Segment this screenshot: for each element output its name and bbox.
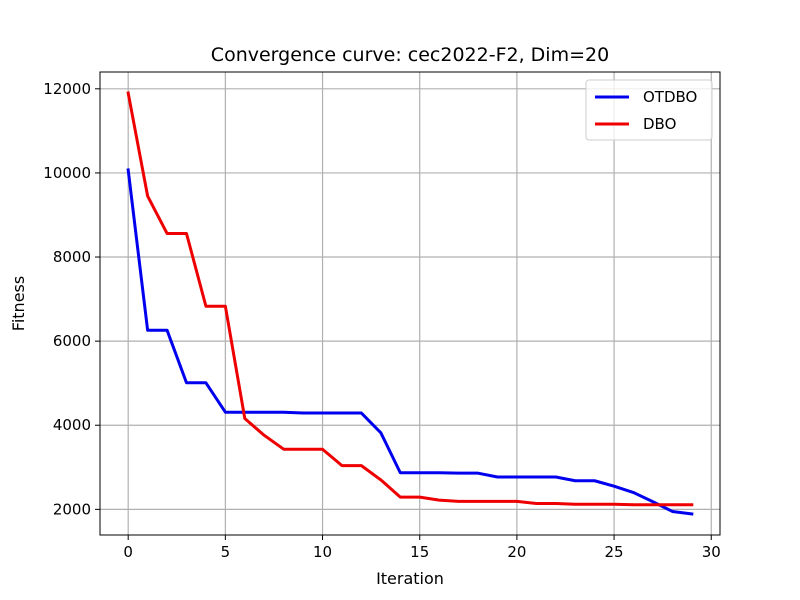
x-tick-label: 25 [605, 543, 624, 561]
plot-frame [99, 71, 721, 536]
y-tick-label: 2000 [53, 500, 91, 518]
series-line-dbo [126, 91, 694, 507]
y-tick-label: 8000 [53, 248, 91, 266]
y-axis-label: Fitness [9, 276, 28, 331]
x-tick-label: 15 [410, 543, 429, 561]
x-tick-label: 0 [123, 543, 133, 561]
x-tick-label: 10 [313, 543, 332, 561]
x-tick-label: 5 [221, 543, 231, 561]
legend-label-dbo: DBO [643, 115, 676, 133]
x-tick-label: 20 [507, 543, 526, 561]
series-line-otdbo [126, 168, 694, 516]
x-axis-label: Iteration [376, 569, 444, 588]
y-tick-label: 12000 [43, 80, 91, 98]
legend: OTDBO DBO [585, 79, 713, 141]
y-tick-label: 6000 [53, 332, 91, 350]
chart-title: Convergence curve: cec2022-F2, Dim=20 [211, 44, 609, 66]
y-tick-label: 4000 [53, 416, 91, 434]
grid [100, 72, 720, 535]
axis-ticks: 0 5 10 15 20 25 30 2000 4000 6000 8000 10000 12000 [43, 80, 721, 561]
legend-label-otdbo: OTDBO [643, 88, 697, 106]
x-tick-label: 30 [702, 543, 721, 561]
y-tick-label: 10000 [43, 164, 91, 182]
plot-lines [126, 91, 694, 516]
